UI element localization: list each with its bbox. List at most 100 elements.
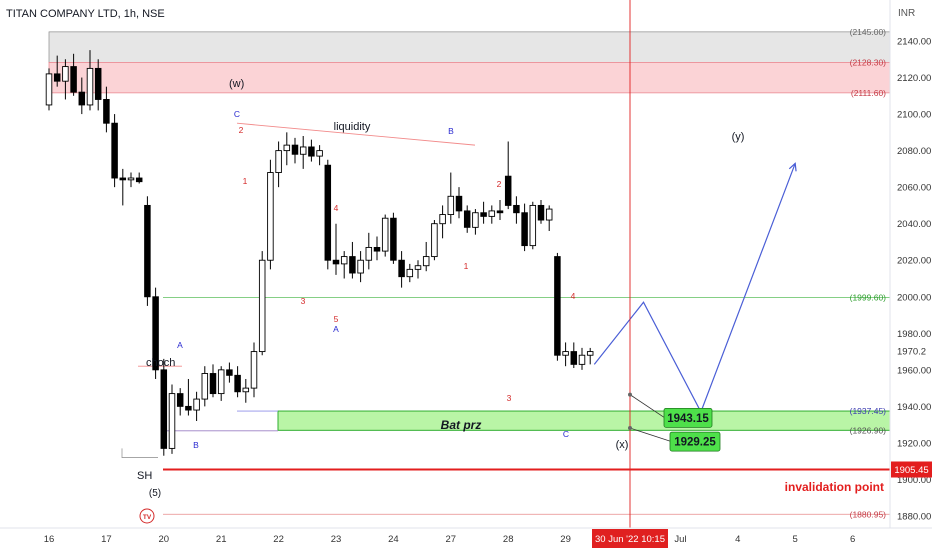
wave-label-1: 1 <box>243 176 248 186</box>
price-tick-label: 2120.00 <box>897 73 931 84</box>
level-label: (1999.60) <box>850 293 887 303</box>
candle-body <box>373 246 381 252</box>
candle-body <box>78 91 86 106</box>
candle <box>283 132 291 166</box>
price-label-1929: 1929.25 <box>674 437 716 449</box>
candle <box>349 241 356 279</box>
candle <box>70 53 77 96</box>
candle-body <box>135 177 143 183</box>
invalidation-price-label: 1905.45 <box>894 465 928 476</box>
level-label: (1926.90) <box>850 425 887 435</box>
candle <box>242 378 250 403</box>
candle-body <box>267 172 274 261</box>
candle-body <box>299 146 307 155</box>
price-tick-label: 2040.00 <box>897 219 931 230</box>
candle-body <box>308 146 315 157</box>
price-tick-label: 2020.00 <box>897 256 931 267</box>
candle <box>488 205 496 224</box>
candle <box>554 252 561 361</box>
candle-body <box>455 195 463 212</box>
label-w: (w) <box>229 78 244 90</box>
candle <box>357 251 364 283</box>
wave-label-c2: C <box>563 429 569 439</box>
candle <box>185 378 192 416</box>
time-tick-label: 23 <box>331 534 342 545</box>
red-zone <box>48 62 891 94</box>
projection-path <box>593 163 796 414</box>
candle-body <box>250 351 258 389</box>
label-liquidity: liquidity <box>334 121 371 133</box>
projection-arrowhead <box>788 162 797 172</box>
candle-body <box>472 212 479 228</box>
candles-group <box>45 50 594 456</box>
candle <box>472 209 479 235</box>
candle <box>53 55 61 87</box>
candle <box>168 384 176 454</box>
time-tick-label: 4 <box>735 534 740 545</box>
candle <box>586 347 594 365</box>
candle-body <box>226 369 233 376</box>
label-five-paren: (5) <box>149 488 161 499</box>
candle <box>504 141 512 210</box>
candle-body <box>258 259 266 353</box>
wave-label-c: C <box>234 109 240 119</box>
price-tick-label: 1900.00 <box>897 475 931 486</box>
time-tick-label: 20 <box>159 534 170 545</box>
time-tick-label: 24 <box>388 534 399 545</box>
candle-body <box>176 393 184 407</box>
candle <box>455 187 463 219</box>
level-label: (2128.30) <box>850 57 887 67</box>
candle-body <box>586 351 594 356</box>
candle-body <box>283 144 291 152</box>
candle <box>480 201 487 224</box>
tv-logo-circle <box>139 508 155 524</box>
candle <box>422 241 430 272</box>
wave-label-1b: 1 <box>464 261 469 271</box>
label-invalidation: invalidation point <box>785 480 884 494</box>
candle-body <box>332 259 340 265</box>
candle <box>431 220 438 261</box>
candle-body <box>529 204 537 247</box>
candle <box>135 172 143 184</box>
candle-body <box>422 256 430 267</box>
candle-body <box>86 67 94 106</box>
candle <box>578 347 586 370</box>
candle-body <box>439 214 446 225</box>
candle <box>275 141 282 188</box>
candle <box>521 203 528 252</box>
candle <box>513 196 520 224</box>
wave-label-b: B <box>193 440 199 450</box>
candle <box>529 201 537 250</box>
candle <box>463 205 471 233</box>
candle-body <box>127 177 135 181</box>
candle-body <box>349 256 356 274</box>
wave-label-2b: 2 <box>497 179 502 189</box>
candle-body <box>234 374 241 393</box>
level-label: (1880.95) <box>850 509 887 519</box>
time-crosshair-label: 30 Jun '22 10:15 <box>595 534 665 545</box>
candle-body <box>193 398 200 411</box>
label-bat-prz: Bat prz <box>441 418 482 432</box>
candle-body <box>480 212 487 217</box>
candle-body <box>496 210 504 214</box>
chart-title: TITAN COMPANY LTD, 1h, NSE <box>6 8 165 20</box>
time-tick-label: 27 <box>446 534 457 545</box>
candle <box>308 139 315 162</box>
candle-body <box>578 354 586 365</box>
label-x: (x) <box>616 439 629 451</box>
candle <box>119 168 127 206</box>
gray-zone <box>48 31 891 63</box>
candle-body <box>504 175 512 206</box>
candle-body <box>562 351 569 356</box>
liquidity-line <box>236 122 476 146</box>
candle <box>447 172 455 224</box>
time-tick-label: 28 <box>503 534 514 545</box>
candle-body <box>242 387 250 393</box>
candle <box>299 136 307 169</box>
currency-label: INR <box>898 8 916 19</box>
candle-body <box>463 210 471 228</box>
candle <box>545 205 553 231</box>
candle <box>103 86 110 133</box>
candle <box>291 137 299 164</box>
